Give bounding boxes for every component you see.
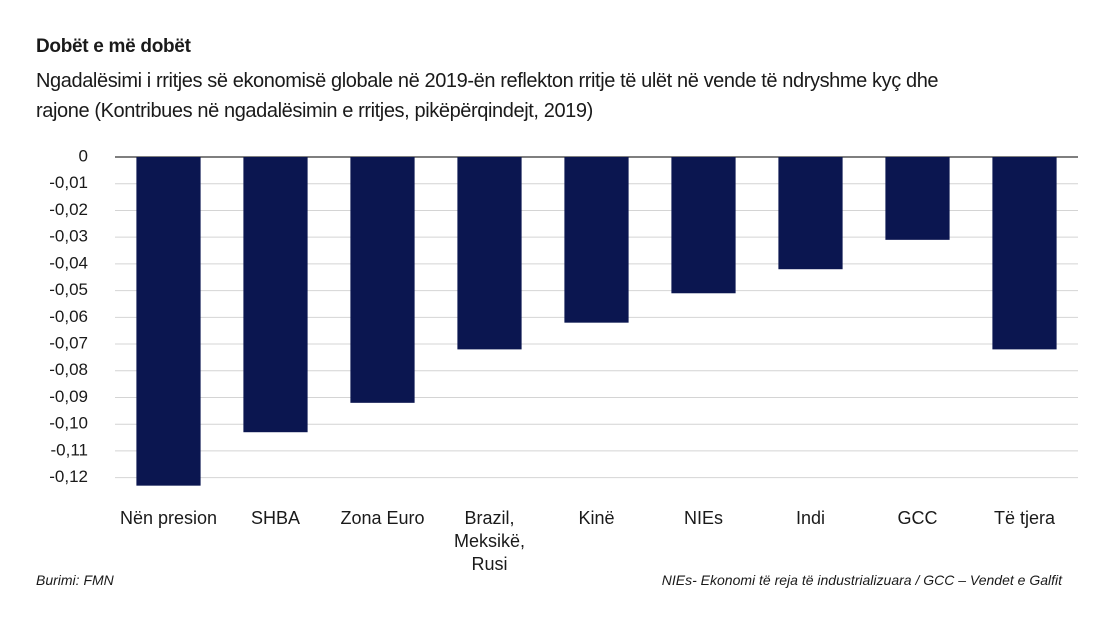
y-tick-label: 0	[79, 146, 88, 165]
bar	[885, 157, 950, 240]
y-tick-label: -0,06	[49, 307, 88, 326]
y-tick-label: -0,04	[49, 253, 88, 272]
y-tick-label: -0,01	[49, 173, 88, 192]
bar	[564, 157, 629, 323]
bar	[136, 157, 201, 486]
x-tick-label: Brazil, Meksikë, Rusi	[453, 508, 525, 574]
bar	[350, 157, 415, 403]
bar	[243, 157, 308, 433]
y-tick-label: -0,09	[49, 387, 88, 406]
y-tick-label: -0,07	[49, 334, 88, 353]
chart-title: Dobët e më dobët	[36, 36, 191, 57]
x-tick-label: NIEs	[683, 508, 723, 528]
y-tick-label: -0,05	[49, 280, 88, 299]
x-tick-label: Zona Euro	[340, 508, 425, 528]
chart-subtitle: Ngadalësimi i rritjes së ekonomisë globa…	[36, 70, 939, 122]
x-tick-label: GCC	[897, 508, 938, 528]
bar	[992, 157, 1057, 350]
x-tick-label: SHBA	[250, 508, 301, 528]
x-tick-label: Nën presion	[119, 508, 218, 528]
y-tick-label: -0,08	[49, 360, 88, 379]
y-tick-label: -0,11	[51, 440, 89, 459]
x-tick-label: Indi	[795, 508, 826, 528]
bar	[671, 157, 736, 294]
bar	[778, 157, 843, 270]
x-tick-label: Të tjera	[993, 508, 1056, 528]
note: NIEs- Ekonomi të reja të industrializuar…	[661, 572, 1062, 588]
y-tick-label: -0,10	[49, 414, 88, 433]
y-tick-label: -0,12	[49, 467, 88, 486]
bar	[457, 157, 522, 350]
source: Burimi: FMN	[36, 572, 114, 588]
y-tick-label: -0,03	[49, 227, 88, 246]
x-tick-label: Kinë	[578, 508, 615, 528]
y-tick-label: -0,02	[49, 200, 88, 219]
